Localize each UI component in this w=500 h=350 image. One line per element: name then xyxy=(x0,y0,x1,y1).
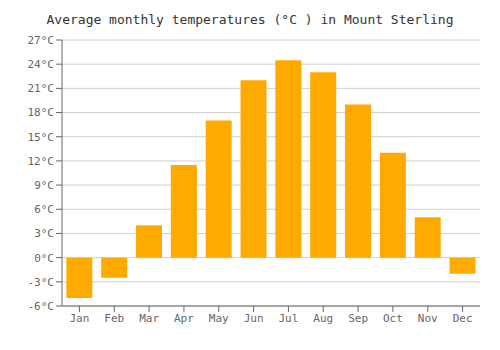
svg-text:Sep: Sep xyxy=(348,312,368,325)
svg-text:-3°C: -3°C xyxy=(28,276,55,289)
html-text:Average monthly temperatures (: Average monthly temperatures (°C ) in Mo… xyxy=(46,12,454,27)
svg-text:Jun: Jun xyxy=(244,312,264,325)
svg-text:27°C: 27°C xyxy=(28,34,55,47)
svg-text:3°C: 3°C xyxy=(34,227,54,240)
svg-text:Mar: Mar xyxy=(139,312,159,325)
svg-text:15°C: 15°C xyxy=(28,131,55,144)
svg-text:-6°C: -6°C xyxy=(28,300,55,313)
svg-text:May: May xyxy=(209,312,229,325)
svg-text:Apr: Apr xyxy=(174,312,194,325)
svg-text:Jul: Jul xyxy=(278,312,298,325)
svg-text:Aug: Aug xyxy=(313,312,333,325)
svg-text:9°C: 9°C xyxy=(34,179,54,192)
svg-text:21°C: 21°C xyxy=(28,82,55,95)
svg-text:Feb: Feb xyxy=(104,312,124,325)
svg-text:0°C: 0°C xyxy=(34,252,54,265)
svg-text:24°C: 24°C xyxy=(28,58,55,71)
svg-text:Oct: Oct xyxy=(383,312,403,325)
svg-text:6°C: 6°C xyxy=(34,203,54,216)
svg-text:Jan: Jan xyxy=(69,312,89,325)
svg-text:Dec: Dec xyxy=(453,312,473,325)
svg-text:18°C: 18°C xyxy=(28,106,55,119)
svg-text:12°C: 12°C xyxy=(28,155,55,168)
svg-text:Nov: Nov xyxy=(418,312,438,325)
